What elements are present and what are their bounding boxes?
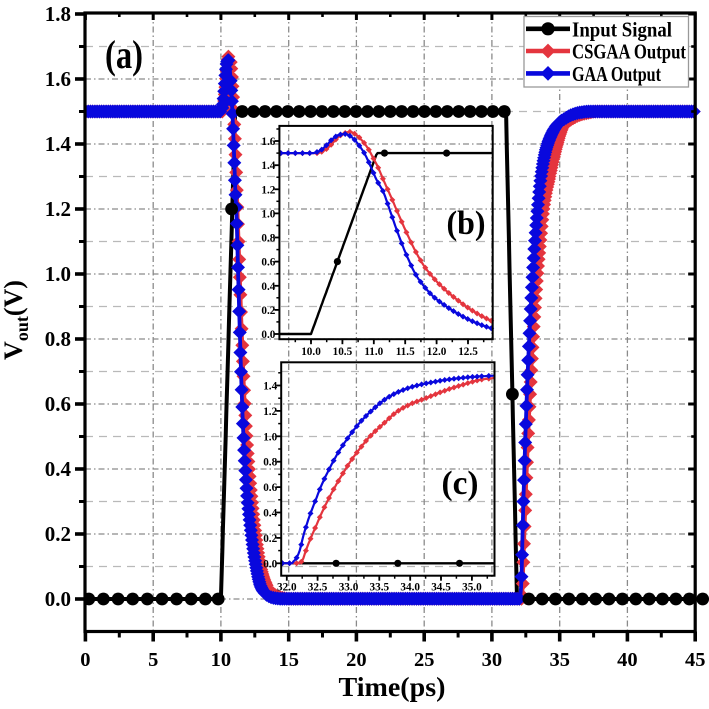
svg-text:1.4: 1.4 [45, 132, 72, 156]
svg-text:1.0: 1.0 [263, 431, 277, 443]
svg-text:32.5: 32.5 [308, 582, 328, 594]
svg-text:1.0: 1.0 [45, 262, 71, 286]
svg-text:0.8: 0.8 [261, 233, 275, 245]
svg-text:(a): (a) [105, 32, 143, 77]
svg-text:33.5: 33.5 [370, 582, 390, 594]
svg-text:GAA Output: GAA Output [572, 62, 661, 86]
svg-text:(b): (b) [447, 205, 486, 242]
svg-text:40: 40 [617, 649, 638, 671]
svg-text:1.6: 1.6 [45, 67, 71, 91]
svg-text:12.5: 12.5 [458, 346, 478, 358]
svg-text:25: 25 [414, 649, 435, 671]
svg-text:10.5: 10.5 [333, 346, 353, 358]
svg-text:5: 5 [148, 649, 158, 671]
svg-text:35: 35 [549, 649, 570, 671]
svg-text:0.6: 0.6 [45, 392, 71, 416]
svg-text:32.0: 32.0 [277, 582, 297, 594]
svg-text:0.0: 0.0 [261, 329, 275, 341]
svg-text:0.0: 0.0 [45, 587, 71, 611]
svg-text:Time(ps): Time(ps) [339, 672, 446, 702]
svg-text:0.4: 0.4 [261, 281, 275, 293]
svg-text:0.6: 0.6 [263, 482, 277, 494]
svg-text:33.0: 33.0 [339, 582, 359, 594]
svg-text:11.5: 11.5 [396, 346, 415, 358]
svg-text:1.0: 1.0 [261, 208, 275, 220]
svg-text:0.0: 0.0 [263, 558, 277, 570]
svg-text:0.6: 0.6 [261, 257, 275, 269]
svg-text:34.5: 34.5 [431, 582, 451, 594]
svg-text:10.0: 10.0 [301, 346, 321, 358]
svg-text:0.8: 0.8 [45, 327, 71, 351]
svg-text:0.2: 0.2 [263, 533, 277, 545]
svg-text:1.2: 1.2 [261, 184, 275, 196]
svg-text:15: 15 [278, 649, 299, 671]
svg-text:1.4: 1.4 [261, 160, 275, 172]
svg-text:1.2: 1.2 [45, 197, 71, 221]
svg-text:(c): (c) [442, 465, 479, 502]
svg-text:45: 45 [685, 649, 706, 671]
svg-text:0.4: 0.4 [45, 457, 72, 481]
svg-text:1.8: 1.8 [45, 2, 71, 26]
svg-text:CSGAA Output: CSGAA Output [572, 40, 686, 64]
svg-text:12.0: 12.0 [427, 346, 447, 358]
svg-text:0.2: 0.2 [45, 522, 71, 546]
svg-text:10: 10 [211, 649, 232, 671]
svg-text:0.2: 0.2 [261, 305, 275, 317]
svg-text:1.2: 1.2 [263, 406, 277, 418]
svg-text:0.8: 0.8 [263, 457, 277, 469]
svg-text:Input Signal: Input Signal [572, 17, 672, 41]
svg-text:35.0: 35.0 [462, 582, 482, 594]
svg-text:20: 20 [346, 649, 367, 671]
svg-text:34.0: 34.0 [400, 582, 420, 594]
svg-text:0: 0 [80, 649, 90, 671]
svg-text:0.4: 0.4 [263, 508, 277, 520]
svg-text:1.4: 1.4 [263, 381, 277, 393]
svg-text:11.0: 11.0 [364, 346, 383, 358]
svg-text:30: 30 [482, 649, 503, 671]
svg-text:1.6: 1.6 [261, 136, 275, 148]
